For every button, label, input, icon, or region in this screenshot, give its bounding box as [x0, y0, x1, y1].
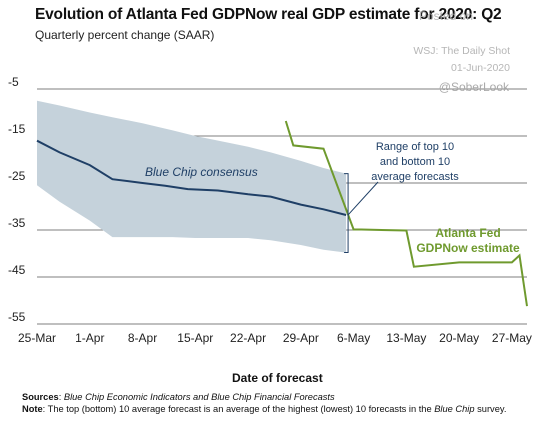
range-label-line: average forecasts [371, 171, 459, 183]
annotations: Blue Chip consensus Range of top 10 and bo… [145, 141, 520, 255]
note-italic: Blue Chip [434, 404, 475, 414]
chart-title: Evolution of Atlanta Fed GDPNow real GDP… [35, 6, 502, 23]
range-pointer [347, 181, 379, 216]
y-tick-label: -5 [8, 75, 19, 89]
range-bracket [344, 173, 349, 254]
chart-notes: Sources: Blue Chip Economic Indicators a… [22, 391, 537, 415]
y-tick-label: -15 [8, 122, 26, 136]
gdpnow-label-line: Atlanta Fed [435, 226, 500, 240]
watermark-posted: Posted on [418, 9, 473, 23]
x-tick-label: 6-May [337, 331, 370, 345]
x-tick-label: 8-Apr [128, 331, 157, 345]
y-tick-label: -25 [8, 169, 26, 183]
note-label: Note [22, 404, 43, 414]
sources-text: Blue Chip Economic Indicators and Blue C… [63, 392, 335, 402]
x-tick-label: 25-Mar [18, 331, 56, 345]
y-tick-label: -35 [8, 216, 26, 230]
note-text-1: The top (bottom) 10 average forecast is … [47, 404, 435, 414]
range-label-line: and bottom 10 [380, 156, 450, 168]
sources-line: Sources: Blue Chip Economic Indicators a… [22, 392, 335, 402]
note-line: Note: The top (bottom) 10 average foreca… [22, 404, 507, 414]
y-tick-label: -45 [8, 263, 26, 277]
y-tick-label: -55 [8, 310, 26, 324]
watermark-handle: @SoberLook [438, 80, 509, 94]
note-text-2: survey. [474, 404, 507, 414]
x-tick-label: 27-May [492, 331, 532, 345]
watermark-source: WSJ: The Daily Shot [413, 45, 510, 57]
gdpnow-estimate-line [284, 120, 528, 307]
x-tick-label: 1-Apr [75, 331, 104, 345]
x-tick-label: 13-May [386, 331, 426, 345]
range-label-line: Range of top 10 [376, 141, 454, 153]
x-tick-label: 22-Apr [230, 331, 266, 345]
x-axis-title: Date of forecast [232, 371, 323, 385]
blue-chip-consensus-line [36, 139, 347, 216]
gdpnow-label-line: GDPNow estimate [416, 241, 520, 255]
forecast-range-band [37, 100, 347, 253]
y-axis-tick-labels: -5 -15 -25 -35 -45 -55 [8, 75, 26, 324]
x-tick-label: 20-May [439, 331, 479, 345]
x-axis-tick-labels: 25-Mar 1-Apr 8-Apr 15-Apr 22-Apr 29-Apr 6-May 1… [18, 331, 532, 345]
x-tick-label: 15-Apr [177, 331, 213, 345]
consensus-label: Blue Chip consensus [145, 165, 258, 179]
chart-subtitle: Quarterly percent change (SAAR) [35, 28, 215, 42]
x-tick-label: 29-Apr [283, 331, 319, 345]
watermark-date: 01-Jun-2020 [451, 62, 510, 74]
sources-label: Sources [22, 392, 59, 402]
